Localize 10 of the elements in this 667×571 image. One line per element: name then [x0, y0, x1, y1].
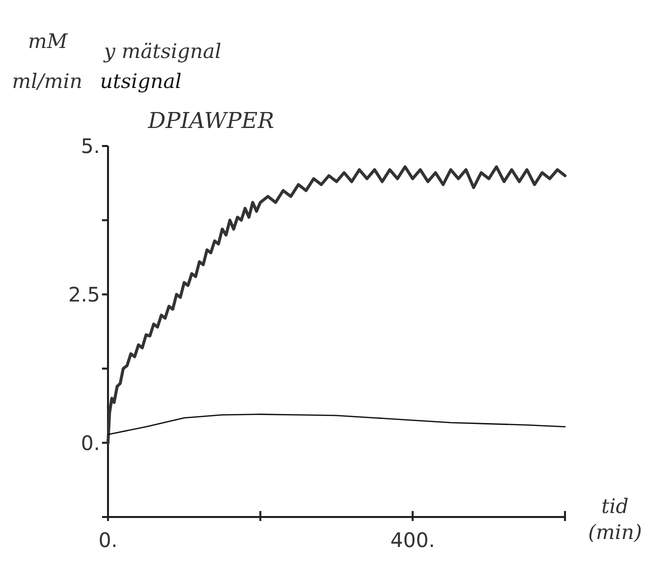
y-tick-label: 2.5	[68, 282, 100, 306]
y-tick-label: 5.	[80, 134, 100, 158]
x-axis-title: tid (min)	[588, 494, 642, 544]
x-tick-label: 400.	[390, 528, 435, 552]
chart-title: DPIAWPER	[147, 109, 274, 134]
text: ml/min	[12, 69, 82, 93]
text: y mätsignal	[103, 39, 222, 63]
text: utsignal	[100, 69, 182, 93]
text: mM	[28, 29, 68, 53]
y-tick-label: 0.	[80, 430, 100, 455]
